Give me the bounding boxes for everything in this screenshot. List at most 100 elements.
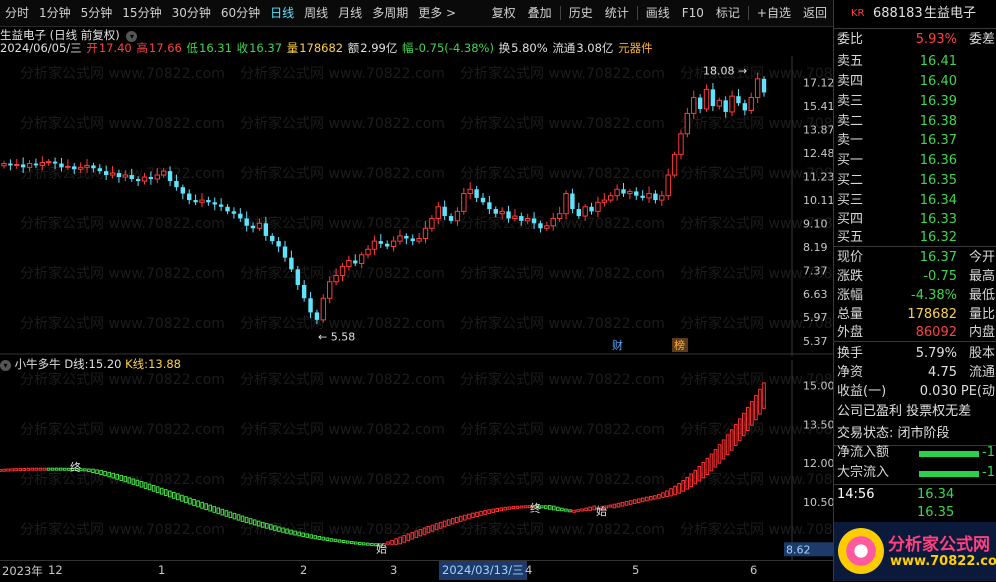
tool-button[interactable]: +自选 <box>756 6 791 20</box>
kd-bar <box>406 533 411 542</box>
price-axis-label: 10.11 <box>803 194 833 207</box>
watermark-text: 分析家公式网 www.70822.com <box>460 165 665 182</box>
kd-bar <box>527 505 532 509</box>
period-tabs: 分时 1分钟 5分钟 15分钟 30分钟 60分钟 日线 周线 月线 多周期 更多 > <box>0 0 461 26</box>
kd-bar <box>277 526 281 532</box>
period-tab[interactable]: 30分钟 <box>171 6 211 20</box>
kd-bar <box>135 479 140 487</box>
kd-bar <box>568 509 572 513</box>
kd-bar <box>523 505 528 509</box>
candle <box>576 202 581 219</box>
indicator-chart[interactable]: 分析家公式网 www.70822.com 分析家公式网 www.70822.com… <box>0 360 833 560</box>
kd-bar <box>632 499 637 504</box>
period-tab[interactable]: 1分钟 <box>39 6 71 20</box>
candle <box>384 240 390 250</box>
kd-bar <box>273 525 277 531</box>
candle <box>691 90 697 120</box>
candle <box>544 221 550 231</box>
candle <box>556 206 563 222</box>
period-tab[interactable]: 多周期 <box>372 6 409 20</box>
kd-bar <box>119 474 124 481</box>
kd-bar <box>2 468 6 472</box>
candle <box>256 218 263 231</box>
list-badge[interactable]: 榜 <box>674 338 685 352</box>
period-tab[interactable]: 15分钟 <box>122 6 162 20</box>
finance-badge[interactable]: 财 <box>612 338 623 352</box>
watermark-text: 分析家公式网 www.70822.com <box>460 215 665 232</box>
sector-label[interactable]: 元器件 <box>618 41 653 55</box>
volume-value: 178682 <box>299 41 344 55</box>
period-tab[interactable]: 更多 > <box>418 6 457 20</box>
net-inflow-row: 净流入额 -1 <box>837 445 995 460</box>
period-tab[interactable]: 分时 <box>5 6 30 20</box>
quote-row: 买四 16.33 <box>837 212 957 227</box>
tool-button[interactable]: 标记 <box>715 6 740 20</box>
chevron-down-icon[interactable]: ▾ <box>126 31 138 42</box>
tool-button[interactable]: 历史 <box>568 6 593 20</box>
chart-title-line: 生益电子 (日线 前复权) ▾ <box>0 27 833 42</box>
period-tab[interactable]: 5分钟 <box>80 6 113 20</box>
indicator-axis-label: 12.00 <box>803 457 833 470</box>
high-price-mark: 18.08 → <box>703 64 747 77</box>
kd-bar <box>418 528 423 537</box>
candle <box>346 255 352 271</box>
open-label: 开 <box>86 41 98 55</box>
watermark-text: 分析家公式网 www.70822.com <box>460 265 665 282</box>
signal-mark: 始 <box>376 541 387 555</box>
kd-bar <box>378 543 382 547</box>
tool-button[interactable]: 叠加 <box>527 6 552 20</box>
candle <box>231 207 237 219</box>
kd-bar <box>386 541 390 545</box>
tool-button[interactable]: 返回 <box>802 6 827 20</box>
kd-bar <box>754 394 758 421</box>
turnover-label: 换 <box>498 41 511 55</box>
tool-button[interactable]: 复权 <box>491 6 516 20</box>
period-tab[interactable]: 月线 <box>338 6 363 20</box>
kd-bar <box>487 509 491 514</box>
candle <box>46 158 52 167</box>
candle <box>225 204 230 215</box>
period-tab[interactable]: 60分钟 <box>220 6 261 20</box>
tool-button[interactable]: 画线 <box>645 6 670 20</box>
quote-row: 总量 178682 量比 <box>837 307 995 322</box>
kd-bar <box>151 484 156 492</box>
kd-bar <box>746 406 750 432</box>
kd-bar <box>212 506 217 513</box>
kd-bar <box>208 504 213 512</box>
kd-bar <box>463 514 467 521</box>
candlestick-chart[interactable]: 分析家公式网 www.70822.com 分析家公式网 www.70822.com… <box>0 56 833 356</box>
date-axis-label: 4 <box>525 563 533 577</box>
quote-row: 换手 5.79% 股本 <box>837 346 995 361</box>
period-tab[interactable]: 周线 <box>304 6 329 20</box>
candle <box>653 190 658 204</box>
kd-bar <box>123 476 128 483</box>
tool-button[interactable]: F10 <box>681 6 704 20</box>
kd-bar <box>50 467 55 471</box>
kd-bar <box>143 482 148 489</box>
period-tab[interactable]: 日线 <box>270 6 295 20</box>
candle <box>1 160 7 169</box>
chevron-down-icon[interactable]: ▾ <box>0 360 11 371</box>
candle <box>8 159 13 171</box>
signal-mark: 终 <box>530 501 541 515</box>
quote-row: 委比 5.93% 委差 <box>837 32 995 47</box>
kd-bar <box>450 518 455 525</box>
kd-bar <box>693 469 698 485</box>
kd-bar <box>54 467 59 471</box>
candle <box>282 240 288 262</box>
kd-bar <box>38 467 43 471</box>
kd-bar <box>111 472 115 479</box>
tool-button[interactable]: 统计 <box>604 6 629 20</box>
candle <box>390 236 397 252</box>
kd-bar <box>167 490 172 498</box>
price-axis-label: 6.63 <box>803 288 828 301</box>
watermark-text: 分析家公式网 www.70822.com <box>20 521 225 538</box>
candle <box>238 208 243 222</box>
kd-bar <box>256 520 261 527</box>
kd-bar <box>244 516 249 524</box>
k-value: 13.88 <box>148 357 181 371</box>
kd-bar <box>713 448 718 468</box>
kd-bar <box>345 540 350 544</box>
kd-bar <box>357 541 362 545</box>
kd-bar <box>139 481 144 488</box>
